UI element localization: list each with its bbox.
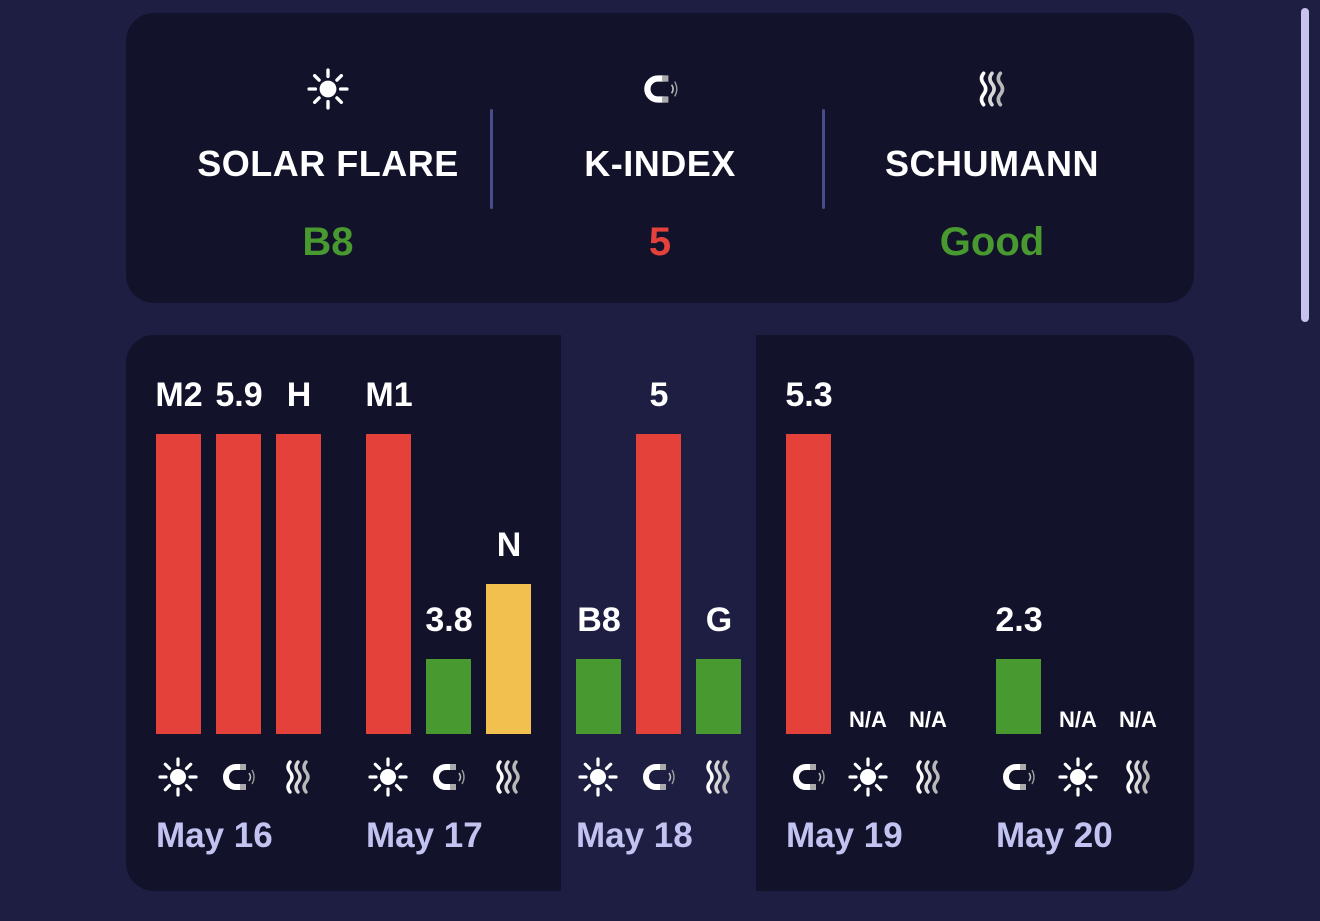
magnet-icon (426, 755, 470, 799)
bar-magnet (786, 434, 831, 734)
sun-icon (156, 755, 200, 799)
bar-magnet (216, 434, 261, 734)
bar-waves (276, 434, 321, 734)
not-available-label: N/A (1059, 707, 1097, 732)
summary-solar-flare: SOLAR FLARE B8 (162, 13, 494, 303)
summary-k-index: K-INDEX 5 (494, 13, 826, 303)
scrollbar[interactable] (1301, 8, 1309, 322)
magnet-icon (786, 755, 830, 799)
bar-value-label: M1 (365, 376, 413, 414)
bar-magnet (636, 434, 681, 734)
sun-icon (366, 755, 410, 799)
bar-waves (696, 659, 741, 734)
bar-magnet (426, 659, 471, 734)
summary-value: Good (939, 220, 1045, 264)
bar-value-label: N (496, 526, 522, 564)
summary-label: SOLAR FLARE (197, 143, 459, 184)
summary-divider (822, 109, 825, 209)
day-label[interactable]: May 16 (156, 816, 273, 855)
sun-icon (846, 755, 890, 799)
forecast-card: M2 5.9 H May 16 M1 3.8 N May 17 B8 5 G May 18 5.3… (126, 335, 1194, 891)
sun-icon (576, 755, 620, 799)
bar-value-label: 5.9 (215, 376, 263, 414)
magnet-icon (636, 755, 680, 799)
day-label[interactable]: May 19 (786, 816, 903, 855)
magnet-icon (216, 755, 260, 799)
bar-sun (576, 659, 621, 734)
waves-icon (1116, 755, 1160, 799)
waves-icon (696, 755, 740, 799)
summary-label: K-INDEX (584, 143, 736, 184)
bar-sun (156, 434, 201, 734)
day-label[interactable]: May 18 (576, 816, 693, 855)
bar-value-label: G (705, 601, 733, 639)
not-available-label: N/A (1119, 707, 1157, 732)
summary-schumann: SCHUMANN Good (826, 13, 1158, 303)
bar-value-label: M2 (155, 376, 203, 414)
summary-divider (490, 109, 493, 209)
day-label[interactable]: May 17 (366, 816, 483, 855)
bar-magnet (996, 659, 1041, 734)
waves-icon (906, 755, 950, 799)
waves-icon (486, 755, 530, 799)
bar-waves (486, 584, 531, 734)
magnet-icon (996, 755, 1040, 799)
summary-label: SCHUMANN (885, 143, 1099, 184)
bar-sun (366, 434, 411, 734)
not-available-label: N/A (849, 707, 887, 732)
not-available-label: N/A (909, 707, 947, 732)
bar-value-label: H (286, 376, 312, 414)
day-label[interactable]: May 20 (996, 816, 1113, 855)
waves-icon (276, 755, 320, 799)
bar-value-label: 3.8 (425, 601, 473, 639)
sun-icon (162, 68, 494, 110)
bar-value-label: 5 (649, 376, 669, 414)
bar-value-label: B8 (577, 601, 621, 639)
summary-card: SOLAR FLARE B8 K-INDEX 5 SCHUMANN Good (126, 13, 1194, 303)
waves-icon (826, 68, 1158, 110)
bar-value-label: 2.3 (995, 601, 1043, 639)
bar-value-label: 5.3 (785, 376, 833, 414)
magnet-icon (494, 68, 826, 110)
summary-value: B8 (302, 220, 354, 264)
summary-value: 5 (648, 220, 672, 264)
sun-icon (1056, 755, 1100, 799)
